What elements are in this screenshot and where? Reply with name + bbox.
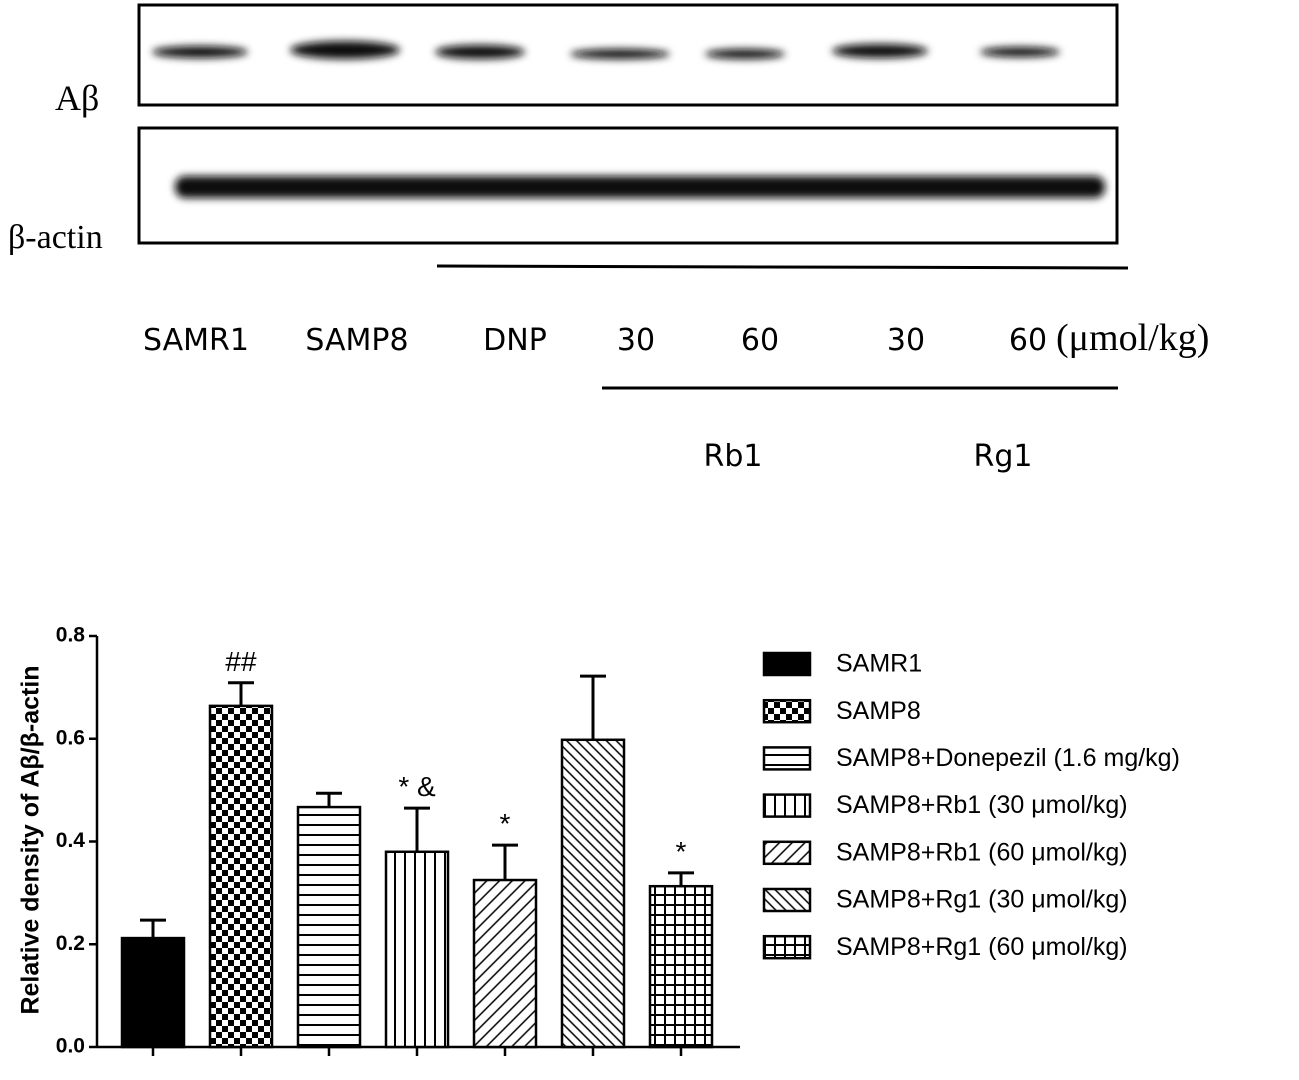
y-tick-label: 0.0 xyxy=(56,1035,85,1058)
legend-swatch xyxy=(762,698,812,724)
significance-label: * xyxy=(676,836,687,867)
legend-label: SAMP8+Rg1 (60 μmol/kg) xyxy=(836,933,1128,961)
y-tick-label: 0.6 xyxy=(56,726,85,749)
significance-label: ## xyxy=(225,646,257,677)
row-label: Aβ xyxy=(55,78,99,118)
legend-label: SAMP8 xyxy=(836,697,921,725)
lane-label: SAMP8 xyxy=(305,323,408,358)
y-tick-label: 0.8 xyxy=(56,624,86,647)
legend-label: SAMP8+Rb1 (60 μmol/kg) xyxy=(836,838,1128,866)
lane-label: 30 xyxy=(887,323,925,358)
bar xyxy=(208,704,274,1049)
bar xyxy=(560,738,626,1049)
legend-swatch xyxy=(762,746,812,771)
legend-label: SAMP8+Rg1 (30 μmol/kg) xyxy=(836,886,1128,914)
western-blot: Aβ β-actin SAMR1 SAMP8 DNP 30 60 30 60 (… xyxy=(8,3,1209,474)
row-label: β-actin xyxy=(8,219,103,256)
legend-swatch xyxy=(762,840,812,866)
y-tick-label: 0.4 xyxy=(56,829,86,852)
bar xyxy=(120,936,186,1049)
y-axis-label: Relative density of Aβ/β-actin xyxy=(17,665,45,1014)
legend-swatch xyxy=(762,887,812,913)
legend-label: SAMP8+Donepezil (1.6 mg/kg) xyxy=(836,744,1180,772)
lane-label: SAMR1 xyxy=(143,323,249,358)
bar xyxy=(472,878,538,1049)
y-tick-label: 0.2 xyxy=(56,932,85,955)
lane-label: DNP xyxy=(483,323,547,358)
legend-label: SAMP8+Rb1 (30 μmol/kg) xyxy=(836,791,1128,819)
significance-label: * xyxy=(500,808,511,839)
bar xyxy=(384,850,450,1049)
group-label: Rb1 xyxy=(704,439,763,474)
bar-chart: Relative density of Aβ/β-actin 0.0 0.2 0.4… xyxy=(17,624,1180,1058)
lane-label: 60 xyxy=(1009,323,1047,358)
unit-label: (μmol/kg) xyxy=(1056,317,1209,359)
legend-swatch xyxy=(762,934,812,960)
lane-label: 60 xyxy=(741,323,779,358)
group-label: Rg1 xyxy=(974,439,1033,474)
significance-label: * & xyxy=(398,771,436,802)
bar xyxy=(648,884,714,1049)
legend-label: SAMR1 xyxy=(836,650,922,678)
lane-label: 30 xyxy=(617,323,655,358)
legend-swatch xyxy=(762,793,812,818)
bands xyxy=(152,41,1105,198)
legend-swatch xyxy=(762,651,812,677)
bracket-line xyxy=(436,264,1129,270)
bar xyxy=(296,805,362,1049)
